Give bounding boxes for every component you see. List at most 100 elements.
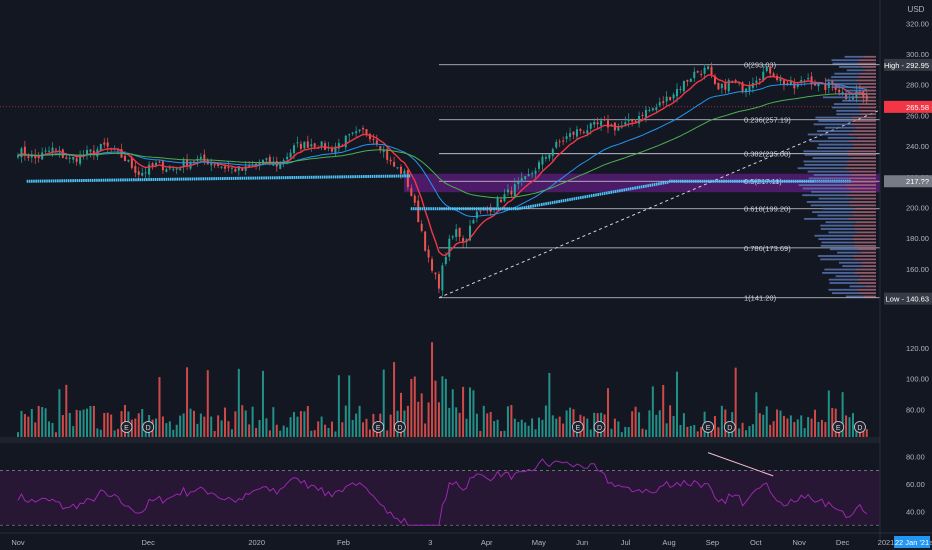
volume-bar [807,417,810,437]
candle-body [689,78,692,82]
candle-body [537,162,540,169]
volume-bar [382,369,385,437]
support-dot [580,196,582,200]
candle-body [379,146,382,150]
volume-bar [751,424,754,437]
price-tick-label: 200.00 [906,204,929,213]
support-dot [510,207,513,211]
price-tick-label: 300.00 [906,50,929,59]
axis-background [880,0,932,550]
price-panel[interactable]: 0(293.03)0.236(257.19)0.382(235.08)0.5(2… [0,0,913,540]
support-dot [33,179,35,183]
candle-body [34,154,37,159]
support-dot [404,174,406,178]
volume-bar [827,390,830,437]
support-dot [547,201,550,205]
volume-bar [544,405,547,437]
support-dot [239,176,241,180]
support-dot [187,177,189,181]
support-dot [488,207,491,211]
support-dot [695,179,697,183]
volume-profile-bar [836,109,861,112]
volume-profile-bar [857,288,876,291]
panel-separator [0,437,880,443]
volume-profile-bar [849,177,876,180]
support-dot [163,177,165,181]
volume-profile-bar [862,265,876,268]
volume-bar [548,372,551,437]
volume-profile-bar [847,160,876,163]
volume-bar [165,423,168,437]
volume-panel[interactable]: EDEDEDEDEDE [0,342,932,443]
volume-bar [776,409,779,437]
support-dot [751,179,754,183]
volume-bar [755,392,758,437]
candle-body [686,79,689,82]
volume-bar [772,421,775,437]
candle-body [282,160,285,164]
candle-body [575,129,578,137]
volume-bar [517,422,520,437]
crosshair-date-bg [894,536,931,548]
candle-body [827,82,830,89]
fib-level-label: 0.382(235.08) [744,150,791,159]
candle-body [727,80,730,92]
candle-body [320,141,323,148]
volume-bar [324,424,327,437]
time-axis[interactable]: Nov Dec 2020 Feb 3 Apr May Jun Jul Aug Sep Oct Nov De… [0,532,932,548]
price-tick-label: 320.00 [906,19,929,28]
earnings-marker-label: E [376,425,381,432]
volume-profile-bar [812,211,851,214]
volume-bar [206,370,209,437]
support-dot [104,178,107,182]
support-dot [658,182,660,186]
time-tick-label: Dec [836,538,850,547]
support-dot [508,207,511,211]
volume-profile-bar [803,150,847,153]
support-dot [44,179,46,183]
candle-body [224,166,227,169]
support-dot [469,207,471,211]
support-dot [48,179,50,183]
candle-body [355,131,358,134]
support-dot [784,179,786,183]
candle-body [672,94,675,99]
support-dot [61,179,63,183]
fib-level-label: 0.786(173.69) [744,244,791,253]
candle-body [468,225,471,241]
support-dot [625,188,628,192]
volume-bar [258,419,261,437]
candle-body [151,163,154,167]
support-dot [226,176,228,180]
support-dot [736,179,738,183]
volume-bar [241,405,244,437]
support-dot [52,179,55,183]
candle-body [703,67,706,74]
candle-body [241,168,244,171]
support-dot [91,178,94,182]
support-dot [198,177,200,181]
price-axis[interactable]: 320.00300.00280.00260.00240.00220.00200.… [879,0,932,550]
rsi-panel[interactable] [0,452,880,526]
support-dot [204,177,207,181]
volume-bar [710,430,713,437]
support-dot [480,207,482,211]
candle-body [406,170,409,188]
support-dot [250,176,252,180]
volume-bar [303,411,306,437]
support-dot [610,190,613,194]
support-dot [712,179,714,183]
support-dot [458,207,461,211]
candle-body [641,114,644,116]
candle-body [427,249,430,258]
candle-body [103,142,106,145]
support-dot [31,179,33,183]
support-dot [460,207,463,211]
volume-profile-bar [860,113,876,116]
support-dot [393,174,396,178]
time-tick-label: Aug [662,538,675,547]
volume-bar [520,419,523,437]
volume-bar [44,408,47,437]
